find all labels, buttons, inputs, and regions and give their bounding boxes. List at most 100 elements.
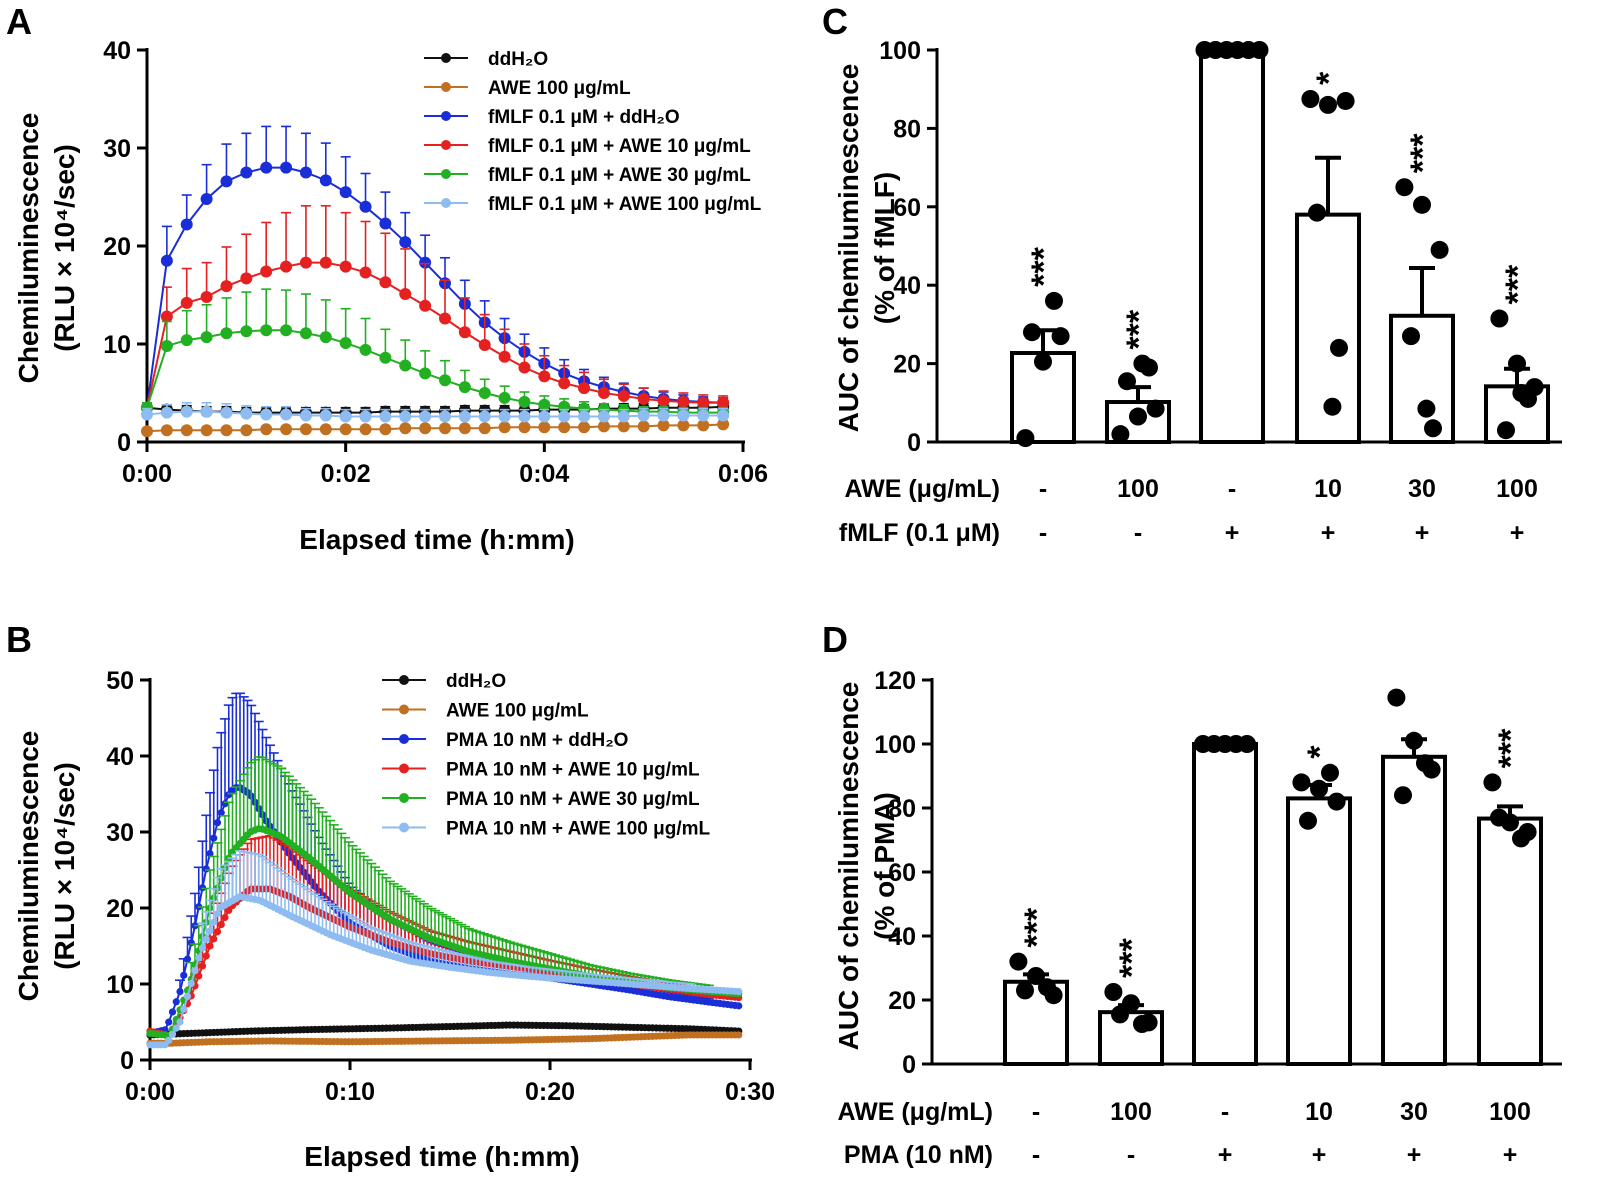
panel-d-significance-label: *** [1492,728,1530,768]
panel-d-data-point [1111,1005,1129,1024]
panel-b-y-tick-label: 10 [106,971,134,999]
panel-c-data-point [1330,338,1348,357]
panel-a-x-tick-label: 0:00 [122,460,172,488]
panel-b-data-point [180,971,188,979]
panel-d-bar [1286,796,1352,1067]
panel-a-data-point [617,410,630,423]
panel-c-data-point [1301,90,1320,108]
panel-a-data-point [339,337,352,350]
panel-b-data-point [221,913,229,922]
panel-b-data-point [735,1002,743,1010]
panel-c-data-point [1417,399,1436,418]
panel-c-significance-label: *** [1120,309,1158,349]
panel-c-awe-value: 100 [1117,475,1159,503]
panel-a-series-4 [141,288,730,419]
panel-a-data-point [200,290,213,303]
panel-a-legend-swatch-marker [441,169,451,179]
panel-a-data-point [180,424,193,437]
panel-a-data-point [538,410,551,423]
panel-a-data-point [478,410,491,423]
panel-a-data-point [180,405,193,418]
panel-a-legend-label: fMLF 0.1 μM + AWE 10 μg/mL [488,136,751,157]
panel-c-data-point [1111,425,1130,444]
panel-a-data-point [458,326,471,339]
panel-a-data-point [419,299,432,312]
panel-a-data-point [717,396,730,409]
panel-label-c: C [822,1,848,42]
panel-b-data-point [202,952,210,960]
panel-a-series-3 [141,205,730,414]
panel-a-data-point [220,175,233,188]
panel-d-bar [1192,742,1258,1066]
panel-a-data-point [458,381,471,394]
panel-a-data-point [439,312,451,325]
panel-b-ylabel-line2: (RLU × 10⁴/sec) [49,762,80,970]
panel-a-data-point [379,410,392,423]
panel-a-data-point [299,166,312,179]
panel-a-data-point [518,421,531,434]
panel-c-y-tick-label: 100 [879,37,921,65]
panel-d-awe-value: 100 [1489,1098,1531,1126]
panel-a-data-point [657,419,670,432]
panel-a-legend: ddH₂O AWE 100 μg/mL fMLF 0.1 μM + ddH₂O fML… [424,49,762,215]
panel-d-data-point [1122,994,1140,1013]
panel-b-data-point [180,1005,188,1013]
panel-b-data-point [195,972,203,980]
panel-a-data-point [180,296,193,309]
panel-b-series-5 [146,850,743,1049]
panel-d-y-tick-label: 0 [902,1051,916,1079]
panel-a-data-point [399,359,412,372]
panel-a-series-5 [141,401,730,423]
panel-b-ylabel-line1: Chemiluminescence [13,731,44,1002]
panel-c-y-tick-label: 0 [907,429,921,457]
panel-a-data-point [220,327,233,340]
panel-b-legend-swatch-marker [399,704,409,715]
panel-a-data-point [697,419,710,432]
panel-b-x-tick-label: 0:30 [725,1078,775,1106]
panel-b-data-point [168,1030,177,1038]
panel-c-significance-label: *** [1025,246,1063,286]
panel-b-data-point [176,988,184,996]
panel-b-data-point [187,979,195,988]
panel-a-data-point [617,420,630,433]
panel-a-data-point [240,325,253,338]
panel-c-ylabel-line2: (% of fMLF) [869,172,900,324]
panel-a-series-line [146,423,724,433]
panel-a-data-point [319,256,332,269]
panel-c-data-point [1319,95,1337,114]
panel-b-data-point [735,1031,743,1039]
panel-b-data-point [213,910,222,918]
panel-c-stim-value: - [1134,519,1142,547]
panel-a-data-point [498,391,511,404]
panel-c-awe-value: 10 [1314,475,1342,503]
panel-d-bar-group-3: * [1286,745,1352,1067]
panel-d-data-point [1416,754,1434,773]
panel-a-data-point [200,405,213,418]
panel-c-data-point [1308,203,1326,222]
panel-c-data-point [1051,327,1070,346]
panel-a-data-point [597,387,610,399]
panel-a-data-point [458,410,471,423]
panel-a-data-point [518,410,531,423]
panel-a-ylabel-line2: (RLU × 10⁴/sec) [49,144,80,352]
panel-c-data-point [1490,309,1509,328]
panel-a-data-point [558,377,571,390]
panel-c-data-point [1336,91,1355,110]
panel-c-significance-label: * [1310,71,1348,85]
panel-a-data-point [280,161,293,174]
panel-a-data-point [419,256,432,269]
panel-a-data-point [141,408,153,421]
panel-d-awe-value: - [1032,1098,1040,1126]
panel-b-legend-swatch-marker [399,734,409,744]
panel-a-data-point [419,367,432,380]
panel-b-data-point [176,1018,184,1026]
panel-d-bar [1381,754,1447,1066]
panel-a-legend-label: fMLF 0.1 μM + ddH₂O [488,107,680,128]
panel-label-b: B [6,619,32,660]
panel-d-data-point [1027,967,1045,985]
panel-c-bar-group-4: *** [1389,133,1455,444]
panel-a-data-point [458,422,471,435]
panel-a-data-point [240,407,253,420]
panel-a-data-point [498,410,511,423]
